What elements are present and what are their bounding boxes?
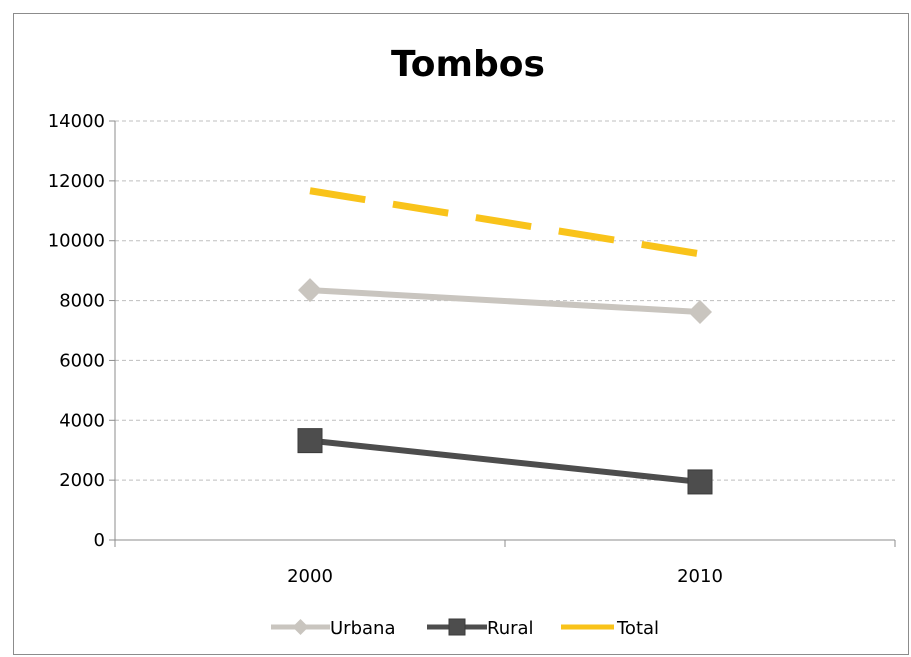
point-marker-diamond [298,278,322,303]
y-axis-ticks: 0 2000 4000 6000 8000 10000 12000 14000 [48,111,115,551]
legend-item-total: Total [561,618,659,639]
chart-title: Tombos [391,44,545,85]
series-line-total [309,187,701,258]
legend-label: Total [616,618,659,639]
series-urbana [298,278,712,324]
y-tick-label: 4000 [59,410,105,431]
series-rural [297,428,713,495]
series-line-rural [309,437,701,485]
point-marker-diamond [688,299,712,324]
legend-label: Urbana [330,618,395,639]
y-tick-label: 8000 [59,291,105,312]
point-marker-square [687,469,713,495]
legend-label: Rural [487,618,534,639]
y-tick-label: 2000 [59,470,105,491]
y-tick-label: 0 [94,530,105,551]
y-tick-label: 12000 [48,171,105,192]
legend-item-urbana: Urbana [271,618,395,639]
series-line-urbana [309,287,701,315]
legend-item-rural: Rural [427,618,534,639]
point-marker-square [297,428,323,454]
chart-frame [13,13,909,655]
y-tick-label: 6000 [59,350,105,371]
legend: Urbana Rural Total [271,618,659,639]
series-group [297,187,713,495]
point-marker-square [448,618,466,636]
y-tick-label: 10000 [48,231,105,252]
point-marker-diamond [292,619,309,635]
y-tick-label: 14000 [48,111,105,132]
gridlines [115,120,895,481]
x-tick-label: 2010 [677,566,723,587]
x-tick-label: 2000 [287,566,333,587]
x-axis: 2000 2010 [114,121,896,587]
series-total [309,187,701,258]
